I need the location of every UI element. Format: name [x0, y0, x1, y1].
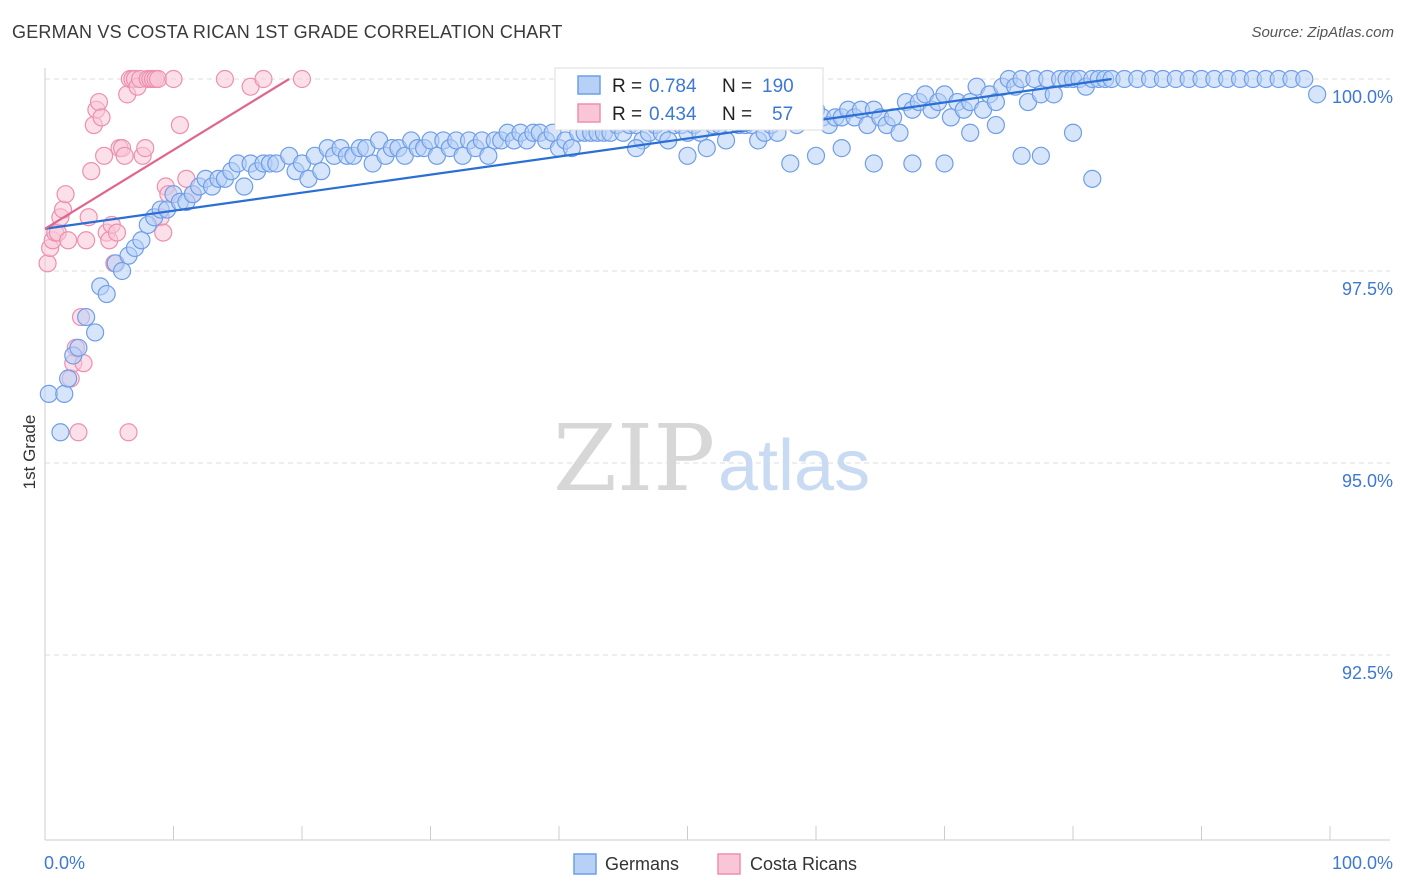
- stats-n-value-germans: 190: [762, 76, 794, 97]
- germans-point-1: [51, 423, 70, 442]
- germans-trend-line: [44, 77, 1112, 230]
- legend: Germans Costa Ricans: [573, 853, 857, 875]
- y-tick-label-0: 100.0%: [1332, 87, 1393, 107]
- costa-ricans-point-7: [56, 185, 75, 204]
- germans-point-101: [697, 139, 716, 158]
- y-tick-label-3: 92.5%: [1342, 663, 1393, 683]
- germans-point-188: [903, 154, 922, 173]
- germans-point-3: [59, 369, 78, 388]
- x-tick-label-0: 0.0%: [44, 853, 85, 873]
- stats-r-label-germans: R =: [612, 76, 642, 97]
- germans-point-179: [1295, 69, 1314, 89]
- germans-point-9: [97, 284, 116, 304]
- costa-ricans-point-56: [119, 423, 138, 442]
- germans-point-195: [935, 154, 954, 173]
- costa-ricans-point-55: [292, 69, 312, 89]
- axes: [44, 68, 1390, 841]
- stats-r-label-costa-ricans: R =: [612, 104, 642, 125]
- watermark-zip: ZIP: [553, 405, 715, 512]
- germans-point-0: [39, 384, 58, 403]
- costa-ricans-point-21: [92, 108, 111, 127]
- costa-ricans-point-6: [53, 200, 73, 219]
- germans-point-7: [86, 323, 105, 342]
- stats-swatch-costa-ricans: [577, 103, 601, 123]
- germans-point-146: [986, 92, 1006, 112]
- stats-n-label-costa-ricans: N =: [722, 104, 752, 125]
- germans-point-183: [626, 139, 646, 158]
- costa-ricans-points: [38, 69, 312, 442]
- legend-label-germans: Germans: [605, 854, 679, 874]
- stats-r-value-costa-ricans: 0.434: [649, 104, 697, 125]
- y-tick-label-1: 97.5%: [1342, 279, 1393, 299]
- germans-point-104: [716, 131, 736, 150]
- germans-point-6: [77, 307, 96, 327]
- costa-ricans-trend-line: [44, 78, 290, 230]
- y-axis-label: 1st Grade: [20, 415, 39, 490]
- germans-point-191: [1012, 146, 1031, 165]
- costa-ricans-point-38: [136, 139, 155, 158]
- costa-ricans-point-30: [115, 146, 134, 165]
- germans-point-180: [1308, 85, 1327, 104]
- costa-ricans-point-0: [38, 254, 57, 273]
- legend-swatch-germans: [573, 853, 597, 875]
- stats-n-label-germans: N =: [722, 76, 752, 97]
- costa-ricans-point-22: [95, 146, 114, 165]
- source-label: Source: ZipAtlas.com: [1251, 24, 1394, 41]
- germans-point-2: [55, 384, 74, 403]
- germans-point-187: [864, 154, 883, 173]
- stats-n-value-costa-ricans: 57: [772, 104, 793, 125]
- germans-point-67: [479, 146, 498, 165]
- costa-ricans-point-52: [215, 69, 234, 89]
- watermark-atlas: atlas: [718, 426, 870, 506]
- x-tick-labels: 0.0% 100.0%: [44, 853, 1393, 873]
- germans-point-184: [781, 154, 800, 173]
- chart-title: GERMAN VS COSTA RICAN 1ST GRADE CORRELAT…: [12, 22, 563, 42]
- germans-point-41: [312, 162, 331, 181]
- y-tick-labels: 100.0% 97.5% 95.0% 92.5%: [1332, 87, 1393, 683]
- costa-ricans-point-48: [164, 69, 183, 89]
- germans-point-189: [961, 123, 980, 142]
- zipatlas-watermark: ZIP atlas: [553, 405, 870, 512]
- costa-ricans-point-49: [170, 115, 190, 135]
- costa-ricans-point-54: [254, 69, 273, 89]
- costa-ricans-point-20: [89, 92, 109, 112]
- legend-label-costa-ricans: Costa Ricans: [750, 854, 857, 874]
- costa-ricans-point-27: [107, 223, 127, 242]
- germans-point-5: [69, 338, 88, 357]
- germans-point-193: [1063, 123, 1083, 142]
- x-tick-label-1: 100.0%: [1332, 853, 1393, 873]
- germans-point-194: [1083, 169, 1102, 188]
- germans-point-190: [986, 115, 1006, 135]
- trend-lines: [44, 77, 1112, 230]
- costa-ricans-point-17: [82, 162, 101, 181]
- germans-point-155: [1044, 85, 1063, 104]
- germans-point-192: [1031, 146, 1050, 165]
- germans-point-185: [806, 146, 826, 165]
- germans-point-14: [132, 231, 151, 250]
- germans-point-11: [112, 261, 132, 281]
- germans-point-131: [890, 123, 909, 142]
- germans-point-182: [678, 146, 697, 165]
- germans-point-186: [832, 139, 851, 158]
- costa-ricans-point-8: [59, 231, 78, 250]
- stats-swatch-germans: [577, 75, 601, 95]
- germans-point-80: [562, 139, 581, 158]
- costa-ricans-point-12: [69, 423, 88, 442]
- stats-box: R = 0.784 N = 190 R = 0.434 N = 57: [554, 67, 824, 131]
- legend-swatch-costa-ricans: [717, 853, 741, 875]
- costa-ricans-point-43: [148, 69, 168, 89]
- costa-ricans-point-15: [77, 231, 96, 250]
- germans-point-30: [235, 177, 254, 196]
- costa-ricans-point-45: [154, 223, 173, 242]
- stats-r-value-germans: 0.784: [649, 76, 697, 97]
- y-tick-label-2: 95.0%: [1342, 471, 1393, 491]
